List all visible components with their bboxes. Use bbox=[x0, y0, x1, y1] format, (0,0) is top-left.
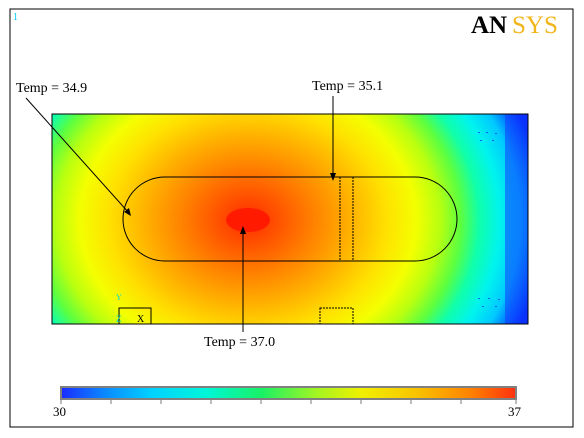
legend-max-label: 37 bbox=[508, 404, 522, 419]
temperature-contour-plot bbox=[51, 113, 529, 325]
bottom-notch-right bbox=[319, 307, 354, 325]
legend-color-bar bbox=[60, 386, 517, 400]
annotation-37-0: Temp = 37.0 bbox=[204, 226, 275, 350]
coordinate-triad: Y Z X bbox=[116, 293, 145, 325]
annotation-34-9: Temp = 34.9 bbox=[16, 81, 131, 216]
triad-y-label: Y bbox=[116, 293, 122, 302]
temperature-field bbox=[52, 114, 528, 324]
arrowhead bbox=[330, 173, 336, 181]
arrowhead bbox=[240, 226, 246, 234]
hot-spot bbox=[226, 208, 270, 232]
annotation-35-1: Temp = 35.1 bbox=[312, 79, 383, 181]
logo-text-sys: SYS bbox=[512, 12, 558, 39]
triad-z-label: Z bbox=[116, 314, 122, 324]
annotation-label: Temp = 37.0 bbox=[204, 335, 275, 350]
plate-outline bbox=[51, 113, 529, 325]
mesh-speckle bbox=[478, 132, 500, 307]
legend-min-label: 30 bbox=[53, 404, 66, 419]
triad-x-label: X bbox=[137, 314, 145, 325]
logo-text-an: AN bbox=[471, 12, 507, 39]
bottom-notch-left bbox=[118, 307, 152, 325]
annotation-label: Temp = 35.1 bbox=[312, 79, 383, 94]
capsule-outline bbox=[122, 176, 458, 262]
annotation-label: Temp = 34.9 bbox=[16, 81, 87, 96]
annotation-leader bbox=[25, 97, 130, 214]
temperature-legend: 30 37 bbox=[53, 386, 522, 419]
cold-edge bbox=[505, 114, 528, 324]
ansys-logo: AN SYS bbox=[471, 12, 558, 39]
window-number: 1 bbox=[13, 12, 18, 23]
legend-ticks bbox=[60, 400, 517, 404]
arrowhead bbox=[124, 208, 131, 216]
